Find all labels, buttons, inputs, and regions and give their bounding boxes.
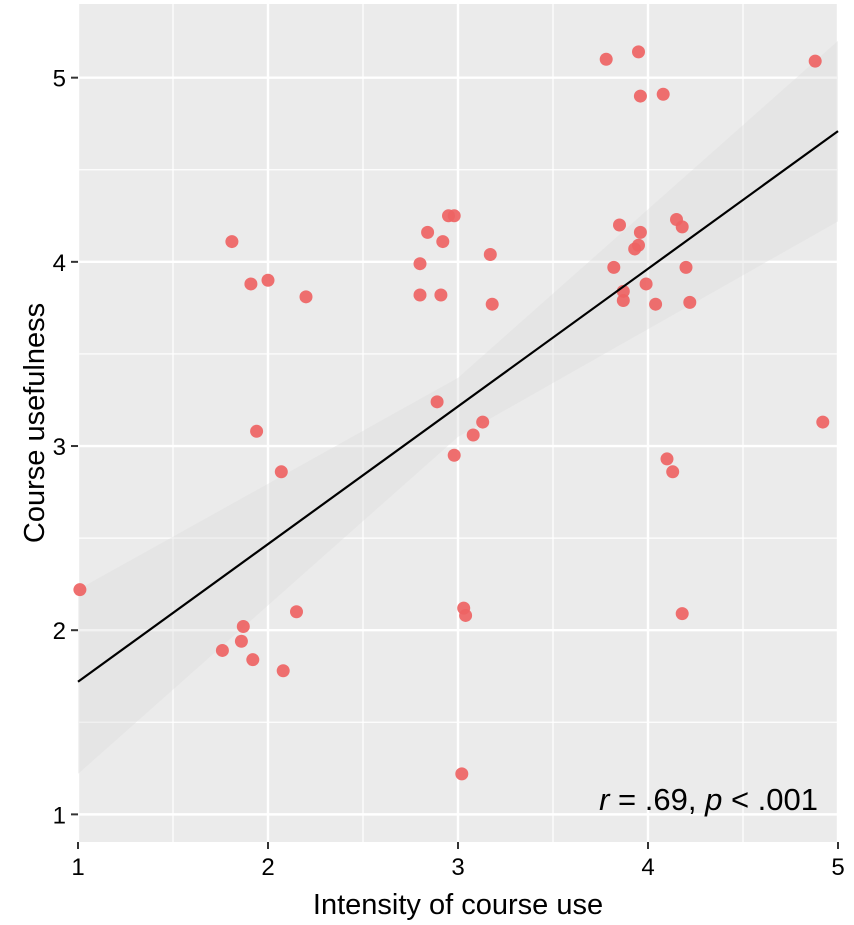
data-point — [413, 288, 427, 302]
y-tick-label: 2 — [53, 618, 66, 645]
data-point — [225, 235, 239, 249]
data-point — [250, 424, 264, 438]
data-point — [675, 220, 689, 234]
data-point — [675, 607, 689, 621]
data-point — [485, 297, 499, 311]
data-point — [276, 664, 290, 678]
r-value: = .69, — [609, 782, 705, 817]
data-point — [447, 448, 461, 462]
x-tick-label: 2 — [261, 854, 274, 881]
data-point — [633, 225, 647, 239]
y-axis-title: Course usefulness — [19, 303, 51, 543]
data-points — [73, 45, 830, 781]
data-point — [639, 277, 653, 291]
data-point — [436, 235, 450, 249]
p-value: < .001 — [722, 782, 818, 817]
data-point — [816, 415, 830, 429]
data-point — [290, 605, 303, 619]
data-point — [215, 643, 229, 657]
data-point — [649, 297, 663, 311]
x-tick-label: 1 — [71, 854, 84, 881]
data-point — [261, 273, 275, 287]
data-point — [246, 653, 260, 667]
data-point — [613, 218, 626, 232]
data-point — [299, 290, 313, 304]
data-point — [476, 415, 490, 429]
data-point — [607, 260, 621, 274]
data-point — [73, 583, 87, 597]
correlation-annotation: r = .69, p < .001 — [599, 782, 818, 817]
y-tick-label: 5 — [53, 66, 66, 93]
x-tick-label: 5 — [831, 854, 844, 881]
regression-line — [77, 130, 839, 683]
data-point — [236, 620, 250, 634]
data-point — [633, 89, 647, 103]
data-point — [616, 294, 630, 308]
x-tick-label: 3 — [451, 854, 464, 881]
data-point — [274, 465, 288, 479]
data-point — [599, 52, 613, 66]
data-point — [430, 395, 444, 409]
data-point — [413, 257, 427, 271]
data-point — [434, 288, 448, 302]
data-point — [234, 634, 248, 648]
r-label: r — [599, 782, 611, 817]
data-point — [632, 238, 645, 252]
data-point — [632, 45, 645, 59]
y-axis-ticks: 1 2 3 4 5 — [53, 66, 78, 829]
data-point — [447, 209, 461, 223]
data-point — [421, 225, 435, 239]
x-axis-title: Intensity of course use — [313, 889, 603, 921]
data-point — [808, 54, 822, 68]
p-label: p — [704, 782, 722, 817]
data-point — [656, 87, 670, 101]
data-point — [483, 247, 497, 261]
x-tick-label: 4 — [641, 854, 654, 881]
data-point — [244, 277, 258, 291]
y-tick-label: 4 — [53, 250, 66, 277]
data-point — [466, 428, 480, 442]
data-point — [455, 767, 469, 781]
data-point — [683, 295, 697, 309]
data-point — [459, 608, 473, 622]
y-tick-label: 3 — [53, 434, 66, 461]
y-tick-label: 1 — [53, 802, 66, 829]
data-point — [660, 452, 674, 466]
x-axis-ticks: 1 2 3 4 5 — [71, 842, 845, 881]
data-point — [666, 465, 680, 479]
major-gridlines — [76, 4, 840, 842]
data-point — [679, 260, 693, 274]
